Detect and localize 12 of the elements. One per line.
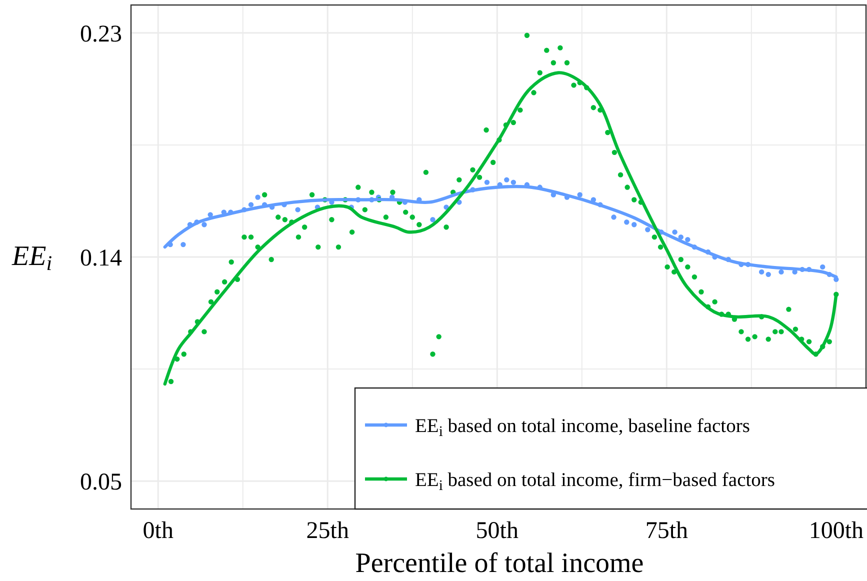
x-tick-label: 25th [306, 518, 349, 544]
y-tick-label: 0.05 [80, 470, 122, 496]
legend-label: EE$_{i}$ based on total income, baseline factors [415, 416, 750, 440]
x-tick-label: 75th [645, 518, 688, 544]
x-tick-label: 50th [476, 518, 518, 544]
x-axis-title: Percentile of total income [355, 548, 644, 579]
legend-label: EE$_{i}$ based on total income, firm−based factors [415, 470, 775, 494]
x-tick-label: 0th [142, 518, 174, 544]
y-axis-title: EE$_{i}$ [11, 241, 52, 276]
y-tick-label: 0.23 [80, 21, 122, 48]
x-tick-label: 100th [808, 518, 864, 544]
y-tick-label: 0.14 [80, 245, 122, 272]
